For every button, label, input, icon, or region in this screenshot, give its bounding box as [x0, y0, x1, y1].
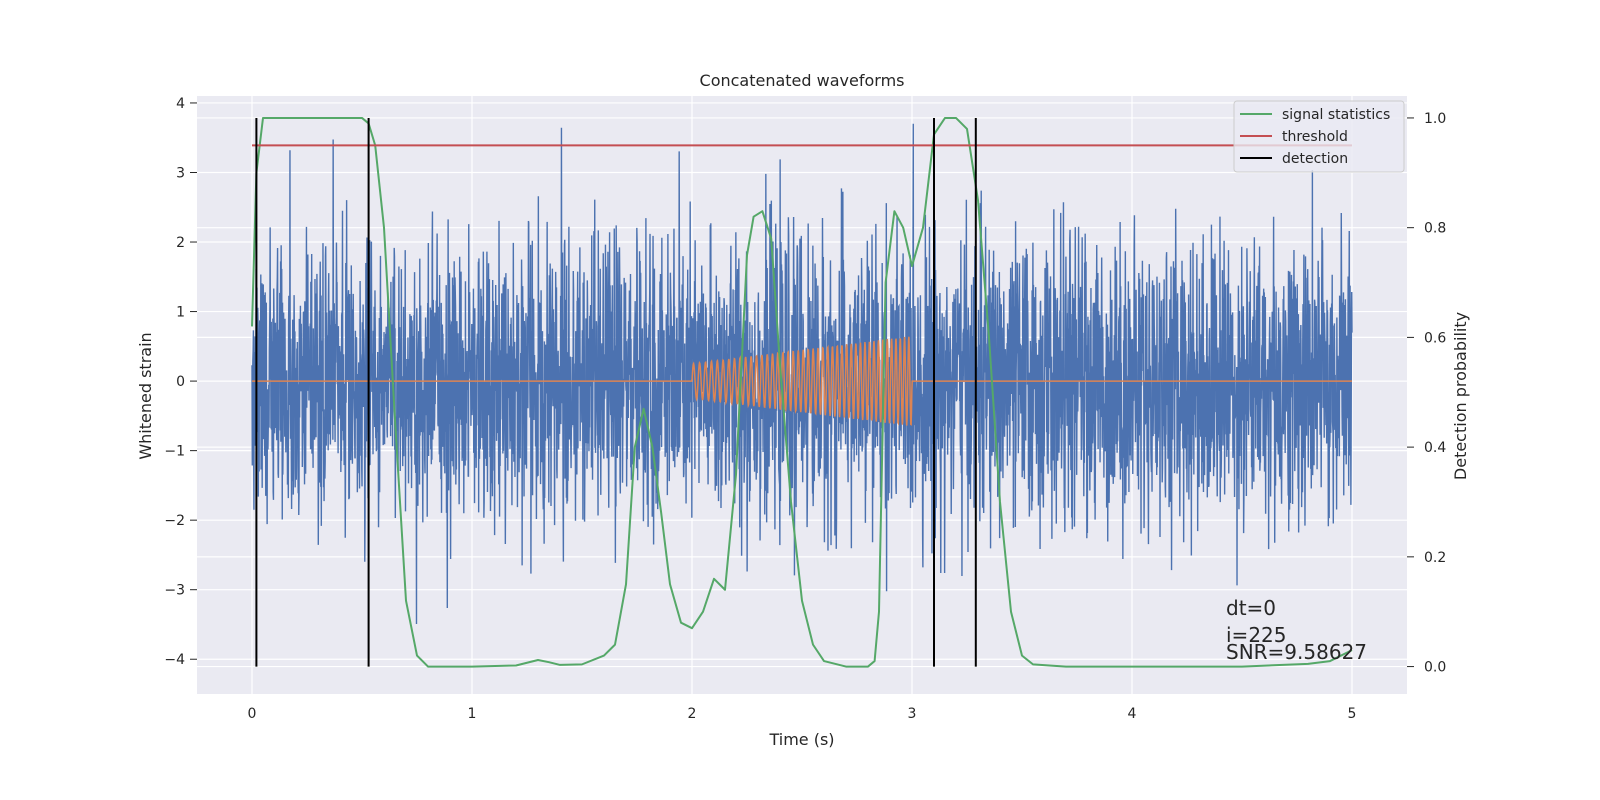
y-tick-label-right: 0.4: [1424, 440, 1446, 456]
y-tick-label-left: 4: [176, 96, 185, 112]
y-tick-label-left: 1: [176, 305, 185, 321]
y-tick-label-right: 0.0: [1424, 660, 1446, 676]
y-tick-label-right: 0.6: [1424, 330, 1446, 346]
legend-label: signal statistics: [1282, 107, 1390, 123]
y-tick-label-left: 2: [176, 235, 185, 251]
axes: 0 1 2 3 4 5 4 3 2 1 0 −1 −2 −3 −4 1.0 0.8 0.6 0.4 0.2 0.0: [164, 96, 1446, 722]
x-tick-label: 3: [908, 706, 917, 722]
chart-title: Concatenated waveforms: [700, 71, 905, 90]
x-axis-label: Time (s): [768, 730, 834, 749]
template-line: [252, 336, 1352, 426]
x-tick-label: 1: [468, 706, 477, 722]
y-tick-label-left: −3: [164, 583, 185, 599]
template-series: [252, 336, 1352, 426]
legend-box: [1233, 100, 1405, 173]
legend-label: threshold: [1282, 129, 1348, 145]
annotations: dt=0 i=225 SNR=9.58627: [1226, 596, 1367, 664]
y-tick-label-left: 0: [176, 374, 185, 390]
y-tick-label-right: 0.8: [1424, 221, 1446, 237]
y-tick-label-right: 1.0: [1424, 111, 1446, 127]
y-tick-label-left: −4: [164, 652, 185, 668]
signal-statistics-line: [251, 116, 1353, 668]
annotation-dt: dt=0: [1226, 596, 1276, 620]
x-tick-label: 4: [1128, 706, 1137, 722]
x-tick-label: 5: [1348, 706, 1357, 722]
signal-statistics-series: [251, 116, 1353, 668]
x-tick-label: 2: [688, 706, 697, 722]
y-tick-label-right: 0.2: [1424, 550, 1446, 566]
y-tick-label-left: 3: [176, 165, 185, 181]
x-tick-label: 0: [248, 706, 257, 722]
annotation-i: i=225: [1226, 623, 1287, 647]
y-axis-label-right: Detection probability: [1451, 312, 1470, 480]
annotation-snr: SNR=9.58627: [1226, 640, 1367, 664]
legend: signal statistics threshold detection: [1233, 100, 1405, 173]
y-tick-label-left: −1: [164, 444, 185, 460]
y-tick-label-left: −2: [164, 513, 185, 529]
y-axis-label-left: Whitened strain: [136, 332, 155, 459]
legend-label: detection: [1282, 151, 1348, 167]
